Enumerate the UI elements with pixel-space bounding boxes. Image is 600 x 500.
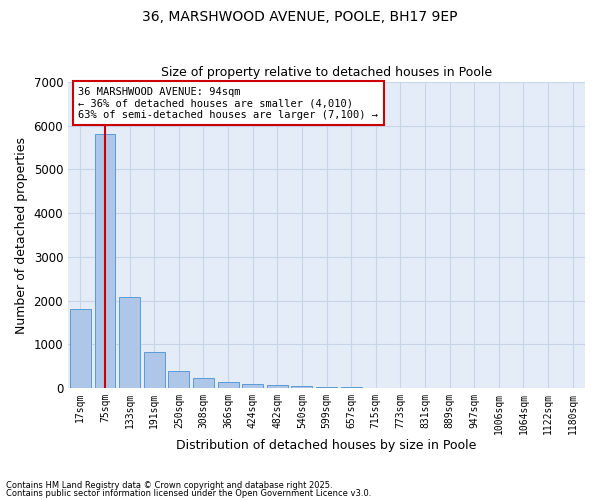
Bar — [70, 310, 91, 388]
Y-axis label: Number of detached properties: Number of detached properties — [15, 136, 28, 334]
Bar — [169, 372, 189, 388]
Text: Contains public sector information licensed under the Open Government Licence v3: Contains public sector information licen… — [6, 488, 371, 498]
Text: 36 MARSHWOOD AVENUE: 94sqm
← 36% of detached houses are smaller (4,010)
63% of s: 36 MARSHWOOD AVENUE: 94sqm ← 36% of deta… — [79, 86, 379, 120]
Bar — [95, 134, 115, 388]
Bar — [193, 378, 214, 388]
Bar — [292, 386, 313, 388]
Bar — [218, 382, 239, 388]
Text: 36, MARSHWOOD AVENUE, POOLE, BH17 9EP: 36, MARSHWOOD AVENUE, POOLE, BH17 9EP — [142, 10, 458, 24]
Bar — [316, 386, 337, 388]
Bar — [119, 297, 140, 388]
X-axis label: Distribution of detached houses by size in Poole: Distribution of detached houses by size … — [176, 440, 477, 452]
Bar — [267, 384, 288, 388]
Title: Size of property relative to detached houses in Poole: Size of property relative to detached ho… — [161, 66, 492, 80]
Bar — [341, 387, 362, 388]
Text: Contains HM Land Registry data © Crown copyright and database right 2025.: Contains HM Land Registry data © Crown c… — [6, 481, 332, 490]
Bar — [242, 384, 263, 388]
Bar — [144, 352, 164, 388]
